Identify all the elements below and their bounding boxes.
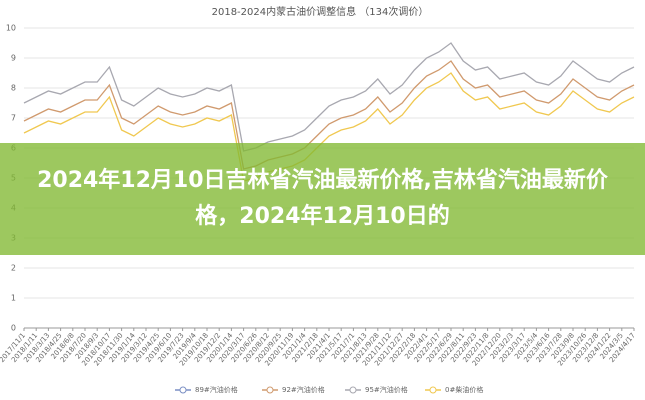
y-tick-label: 2 [11,264,16,273]
legend-marker [266,386,274,394]
legend-marker [349,386,357,394]
y-tick-label: 10 [6,24,16,33]
legend-label: 95#汽油价格 [365,385,408,394]
legend-marker [429,386,437,394]
legend-label: 92#汽油价格 [282,385,325,394]
legend-label: 0#柴油价格 [445,385,483,394]
series-line [23,42,635,152]
overlay-title: 2024年12月10日吉林省汽油最新价格,吉林省汽油最新价格，2024年12月1… [37,168,608,229]
legend-marker [179,386,187,394]
y-tick-label: 9 [11,54,16,63]
chart-title: 2018-2024内蒙古油价调整信息 （134次调价） [212,5,429,18]
y-tick-label: 0 [11,324,16,333]
overlay-banner: 2024年12月10日吉林省汽油最新价格,吉林省汽油最新价格，2024年12月1… [0,143,645,255]
y-tick-label: 7 [11,114,16,123]
legend-label: 89#汽油价格 [195,385,238,394]
series-line [23,60,635,170]
y-tick-label: 1 [11,294,16,303]
y-tick-label: 8 [11,84,16,93]
series-line [23,72,635,182]
